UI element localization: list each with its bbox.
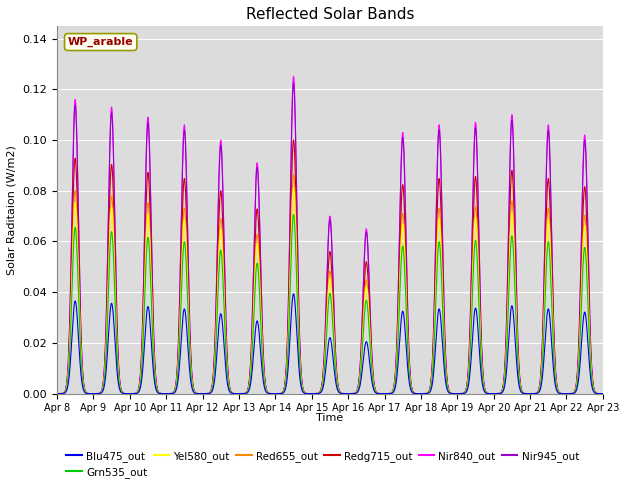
Red655_out [570,390,577,396]
Blu475_out [570,391,577,396]
Yel580_out [290,185,298,191]
Blu475_out [599,391,607,396]
Text: WP_arable: WP_arable [68,37,134,47]
Red655_out [290,172,298,178]
Line: Red655_out: Red655_out [57,175,603,394]
Blu475_out [468,351,476,357]
Nir840_out [468,264,476,269]
Yel580_out [312,391,319,396]
Grn535_out [576,338,584,344]
Grn535_out [452,391,460,396]
Line: Blu475_out: Blu475_out [57,294,603,394]
Nir945_out [239,391,246,396]
Yel580_out [53,391,61,396]
Nir945_out [312,391,319,396]
Yel580_out [452,391,460,396]
Red655_out [53,391,61,396]
Redg715_out [570,390,577,396]
Y-axis label: Solar Raditaion (W/m2): Solar Raditaion (W/m2) [7,145,17,275]
Redg715_out [452,391,460,396]
Blu475_out [239,391,246,396]
Grn535_out [599,391,607,396]
Nir840_out [53,391,61,396]
Blu475_out [290,291,298,297]
Legend: Blu475_out, Grn535_out, Yel580_out, Red655_out, Redg715_out, Nir840_out, Nir945_: Blu475_out, Grn535_out, Yel580_out, Red6… [62,446,583,480]
Nir840_out [599,391,607,396]
Redg715_out [290,137,298,143]
Redg715_out [312,391,319,396]
Line: Nir945_out: Nir945_out [57,83,603,394]
Blu475_out [53,391,61,396]
Nir945_out [570,390,577,396]
Title: Reflected Solar Bands: Reflected Solar Bands [246,7,414,22]
Nir840_out [576,299,584,304]
Red655_out [239,391,246,396]
Nir945_out [53,391,61,396]
Line: Nir840_out: Nir840_out [57,77,603,394]
Nir840_out [452,391,460,396]
Grn535_out [53,391,61,396]
Red655_out [452,391,460,396]
Grn535_out [290,212,298,217]
X-axis label: Time: Time [316,413,344,423]
Yel580_out [468,308,476,314]
Redg715_out [468,289,476,295]
Line: Redg715_out: Redg715_out [57,140,603,394]
Nir840_out [312,391,319,396]
Redg715_out [576,317,584,323]
Grn535_out [239,391,246,396]
Nir945_out [468,266,476,272]
Line: Yel580_out: Yel580_out [57,188,603,394]
Nir840_out [570,390,577,396]
Red655_out [576,327,584,333]
Blu475_out [452,391,460,396]
Nir840_out [239,391,246,396]
Redg715_out [239,391,246,396]
Yel580_out [576,331,584,336]
Yel580_out [570,390,577,396]
Nir945_out [452,391,460,396]
Nir945_out [576,300,584,306]
Blu475_out [312,391,319,396]
Line: Grn535_out: Grn535_out [57,215,603,394]
Nir945_out [290,80,298,86]
Grn535_out [570,390,577,396]
Yel580_out [599,391,607,396]
Yel580_out [239,391,246,396]
Blu475_out [576,361,584,367]
Red655_out [599,391,607,396]
Redg715_out [599,391,607,396]
Nir840_out [290,74,298,80]
Nir945_out [599,391,607,396]
Red655_out [312,391,319,396]
Red655_out [468,303,476,309]
Grn535_out [468,319,476,325]
Redg715_out [53,391,61,396]
Grn535_out [312,391,319,396]
